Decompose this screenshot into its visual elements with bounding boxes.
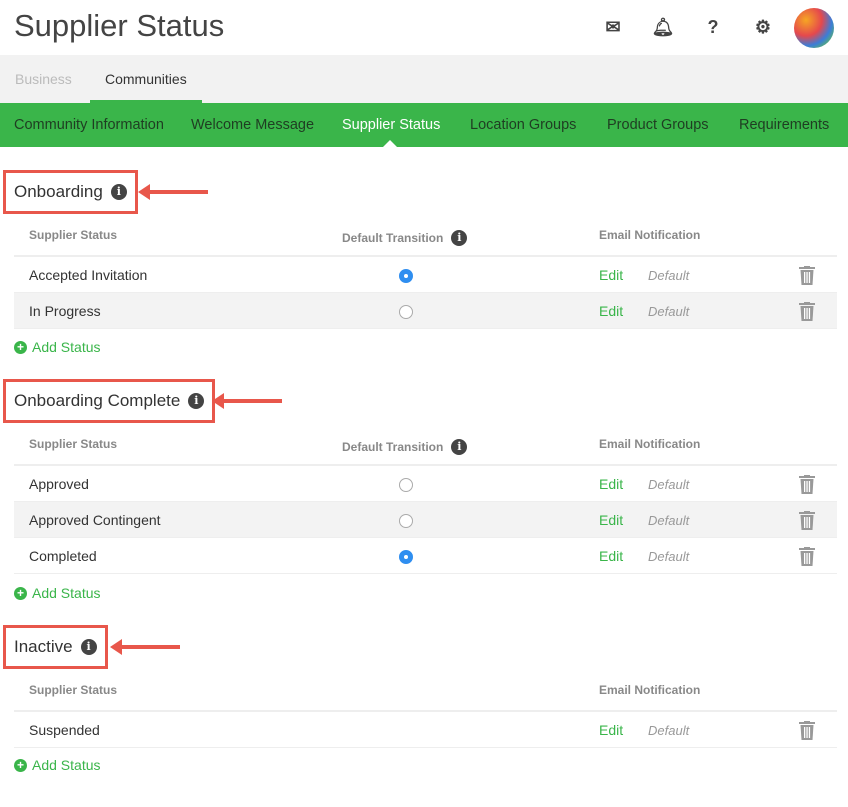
status-table: Accepted Invitation Edit Default In Prog…	[14, 255, 837, 329]
status-name: In Progress	[29, 303, 101, 319]
add-status-button[interactable]: + Add Status	[14, 339, 101, 355]
col-header-email: Email Notification	[599, 683, 701, 697]
table-row: Accepted Invitation Edit Default	[14, 257, 837, 293]
subnav-communities[interactable]: Communities	[105, 71, 187, 87]
tab-supplier-status[interactable]: Supplier Status	[342, 117, 441, 133]
col-header-status: Supplier Status	[29, 437, 118, 451]
status-name: Completed	[29, 548, 97, 564]
email-template: Default	[648, 549, 690, 564]
edit-email-link[interactable]: Edit	[599, 512, 624, 528]
plus-circle-icon: +	[14, 586, 27, 600]
status-name: Suspended	[29, 722, 100, 738]
edit-email-link[interactable]: Edit	[599, 722, 624, 738]
tab-requirements[interactable]: Requirements	[739, 117, 830, 133]
email-template: Default	[648, 304, 690, 319]
page-title: Supplier Status	[14, 8, 225, 43]
col-header-transition: Default Transition i	[342, 230, 468, 246]
trash-icon[interactable]	[799, 475, 815, 494]
plus-circle-icon: +	[14, 340, 27, 354]
tab-location-groups[interactable]: Location Groups	[470, 117, 577, 133]
envelope-icon[interactable]: ✉	[605, 17, 621, 37]
default-transition-radio[interactable]	[399, 269, 413, 283]
tab-bar: Community Information Welcome Message Su…	[0, 103, 848, 147]
sub-nav: Business Communities	[0, 55, 848, 103]
subnav-business[interactable]: Business	[15, 71, 72, 87]
info-icon[interactable]: i	[80, 639, 97, 655]
col-header-email: Email Notification	[599, 437, 701, 451]
question-icon[interactable]: ?	[707, 17, 719, 37]
trash-icon[interactable]	[799, 302, 815, 321]
trash-icon[interactable]	[799, 266, 815, 285]
plus-circle-icon: +	[14, 758, 27, 772]
top-bar: Supplier Status ✉ 🔔︎ ? ⚙	[0, 0, 848, 55]
info-icon[interactable]: i	[451, 230, 468, 246]
default-transition-radio[interactable]	[399, 550, 413, 564]
section-heading: Inactive i	[3, 625, 108, 669]
info-icon[interactable]: i	[451, 439, 468, 455]
section-title: Onboarding Complete	[14, 391, 181, 410]
add-status-button[interactable]: + Add Status	[14, 585, 101, 601]
table-row: Approved Contingent Edit Default	[14, 502, 837, 538]
email-template: Default	[648, 268, 690, 283]
edit-email-link[interactable]: Edit	[599, 267, 624, 283]
email-template: Default	[648, 477, 690, 492]
tab-welcome-message[interactable]: Welcome Message	[191, 117, 315, 133]
section-heading: Onboarding Complete i	[3, 379, 216, 423]
annotation-arrow	[138, 184, 208, 200]
default-transition-radio[interactable]	[399, 305, 413, 319]
table-row: Completed Edit Default	[14, 538, 837, 574]
email-template: Default	[648, 723, 690, 738]
section-heading: Onboarding i	[3, 170, 138, 214]
status-name: Approved Contingent	[29, 512, 161, 528]
status-table: Suspended Edit Default	[14, 710, 837, 748]
table-row: Suspended Edit Default	[14, 712, 837, 748]
default-transition-radio[interactable]	[399, 514, 413, 528]
info-icon[interactable]: i	[188, 393, 205, 409]
trash-icon[interactable]	[799, 721, 815, 740]
section-title: Onboarding	[14, 182, 103, 201]
trash-icon[interactable]	[799, 547, 815, 566]
edit-email-link[interactable]: Edit	[599, 548, 624, 564]
table-row: Approved Edit Default	[14, 466, 837, 502]
email-template: Default	[648, 513, 690, 528]
col-header-email: Email Notification	[599, 228, 701, 242]
annotation-arrow	[212, 393, 282, 409]
gear-icon[interactable]: ⚙	[754, 17, 772, 37]
status-name: Accepted Invitation	[29, 267, 148, 283]
edit-email-link[interactable]: Edit	[599, 303, 624, 319]
bell-icon[interactable]: 🔔︎	[651, 17, 675, 37]
col-header-status: Supplier Status	[29, 228, 118, 242]
trash-icon[interactable]	[799, 511, 815, 530]
info-icon[interactable]: i	[110, 184, 127, 200]
table-row: In Progress Edit Default	[14, 293, 837, 329]
annotation-arrow	[110, 639, 180, 655]
status-name: Approved	[29, 476, 89, 492]
col-header-transition: Default Transition i	[342, 439, 468, 455]
tab-product-groups[interactable]: Product Groups	[607, 117, 709, 133]
section-title: Inactive	[14, 637, 73, 656]
default-transition-radio[interactable]	[399, 478, 413, 492]
tab-community-information[interactable]: Community Information	[14, 117, 164, 133]
active-tab-caret	[383, 140, 397, 147]
status-table: Approved Edit Default Approved Contingen…	[14, 464, 837, 574]
avatar[interactable]	[794, 7, 834, 48]
edit-email-link[interactable]: Edit	[599, 476, 624, 492]
active-indicator	[90, 100, 202, 103]
col-header-status: Supplier Status	[29, 683, 118, 697]
add-status-button[interactable]: + Add Status	[14, 757, 101, 773]
